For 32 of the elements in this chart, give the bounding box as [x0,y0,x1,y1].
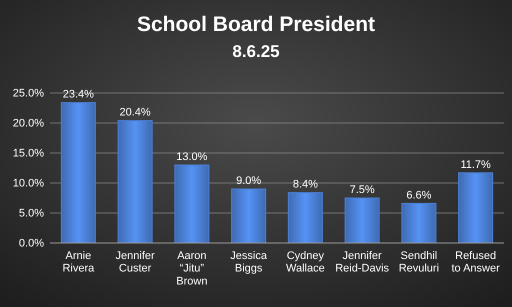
data-label: 8.4% [292,178,318,191]
y-tick-label: 20.0% [12,118,44,130]
bar [231,188,266,244]
y-tick-label: 25.0% [12,88,44,100]
chart-subtitle: 8.6.25 [232,42,280,61]
x-tick-label: Jennifer Reid-Davis [335,250,390,275]
data-label: 23.4% [62,88,94,101]
bar [60,102,96,244]
x-tick-label: Aaron “Jitu” Brown [176,250,208,288]
data-label: 7.5% [350,184,375,196]
x-tick-label: Cydney Wallace [286,250,325,275]
x-tick-label: Refused to Answer [451,250,500,275]
bar [118,120,153,244]
data-label: 6.6% [406,189,432,202]
bar [174,164,210,244]
chart-title: School Board President [136,13,376,36]
y-tick-label: 5.0% [18,208,44,220]
y-tick-label: 15.0% [12,148,44,160]
data-label: 13.0% [176,151,208,163]
bar [458,172,494,244]
y-tick-label: 10.0% [12,178,44,190]
bar [401,202,436,244]
data-label: 11.7% [460,158,492,171]
x-tick-label: Sendhil Revuluri [398,250,440,275]
x-tick-label: Arnie Rivera [62,250,96,275]
data-label: 9.0% [236,175,262,187]
bar [288,192,323,244]
bar [344,198,380,244]
data-label: 20.4% [120,106,151,119]
y-tick-label: 0.0% [18,238,44,250]
x-tick-label: Jessica Biggs [230,250,268,275]
x-tick-label: Jennifer Custer [116,250,156,275]
